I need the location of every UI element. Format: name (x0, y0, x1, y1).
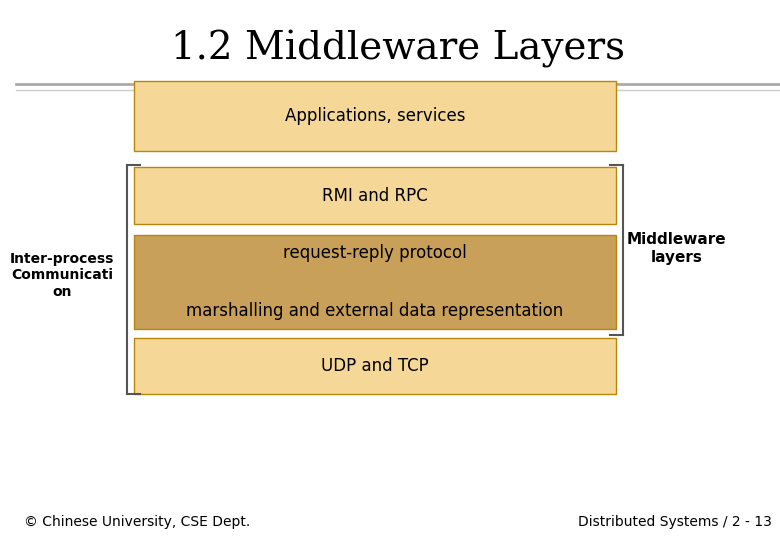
Text: RMI and RPC: RMI and RPC (322, 187, 428, 205)
Text: Distributed Systems / 2 - 13: Distributed Systems / 2 - 13 (579, 515, 772, 529)
FancyBboxPatch shape (134, 235, 615, 329)
Text: © Chinese University, CSE Dept.: © Chinese University, CSE Dept. (23, 515, 250, 529)
Text: Applications, services: Applications, services (285, 107, 466, 125)
FancyBboxPatch shape (134, 167, 615, 224)
Text: Inter-process
Communicati
on: Inter-process Communicati on (9, 252, 114, 299)
FancyBboxPatch shape (134, 81, 615, 151)
Text: request-reply protocol

marshalling and external data representation: request-reply protocol marshalling and e… (186, 244, 564, 320)
Text: UDP and TCP: UDP and TCP (321, 357, 429, 375)
FancyBboxPatch shape (134, 338, 615, 394)
Text: Middleware
layers: Middleware layers (627, 232, 727, 265)
Text: 1.2 Middleware Layers: 1.2 Middleware Layers (171, 30, 625, 68)
